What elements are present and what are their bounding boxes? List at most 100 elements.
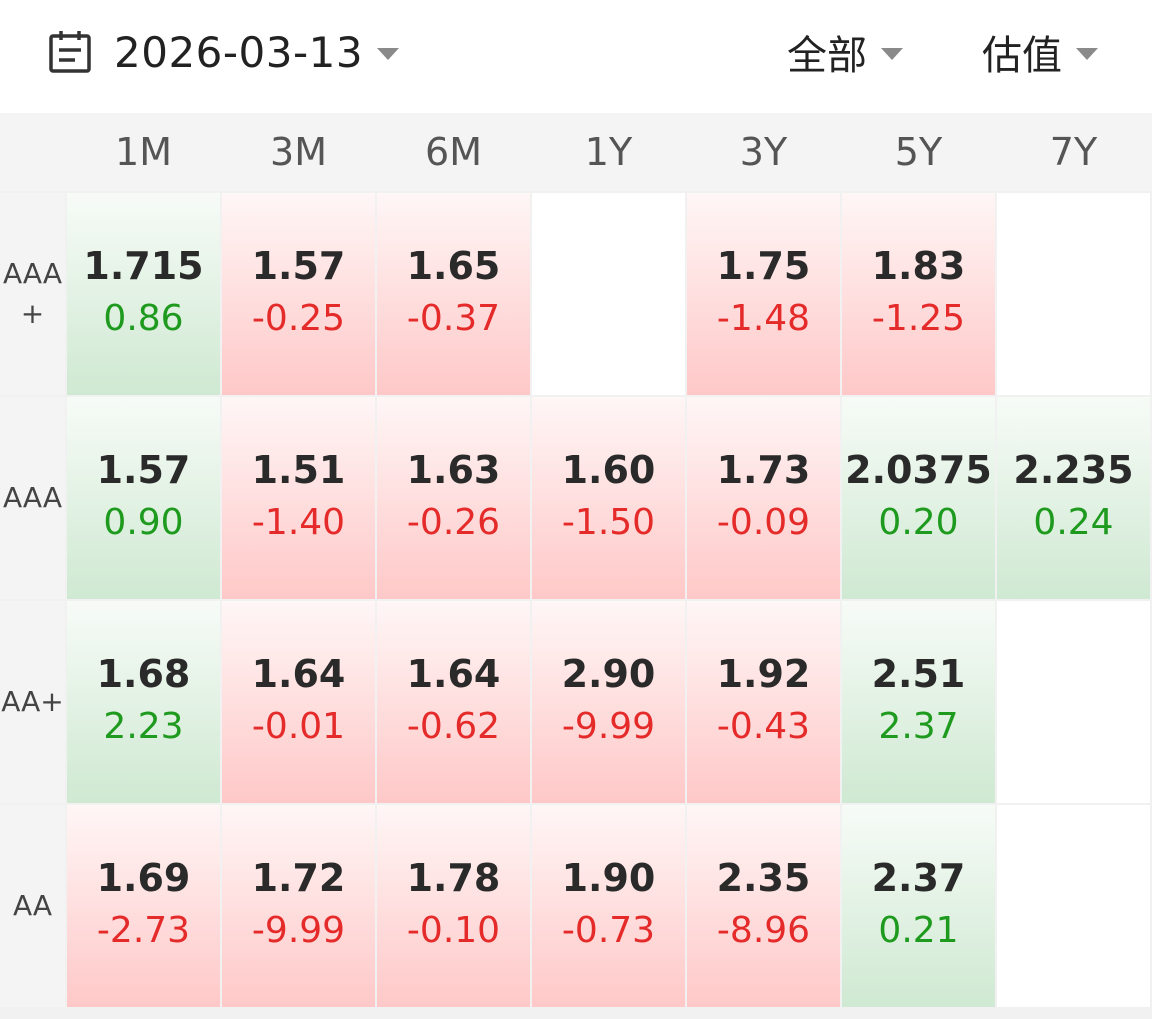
yield-value: 2.235 bbox=[1013, 448, 1134, 492]
yield-cell[interactable]: 2.235 0.24 bbox=[997, 397, 1150, 599]
yield-value: 1.60 bbox=[561, 448, 656, 492]
yield-cell[interactable]: 2.35 -8.96 bbox=[687, 805, 840, 1007]
yield-cell[interactable]: 2.90 -9.99 bbox=[532, 601, 685, 803]
column-header-3y: 3Y bbox=[687, 115, 840, 189]
row-label: AAA bbox=[0, 397, 65, 599]
yield-cell[interactable]: 1.57 -0.25 bbox=[222, 193, 375, 395]
column-header-5y: 5Y bbox=[842, 115, 995, 189]
row-label-text: + bbox=[20, 297, 45, 330]
change-value: -1.25 bbox=[871, 298, 966, 339]
change-value: -1.50 bbox=[561, 502, 656, 543]
yield-cell[interactable]: 1.65 -0.37 bbox=[377, 193, 530, 395]
toolbar: 2026-03-13 全部 估值 bbox=[0, 0, 1152, 112]
yield-cell[interactable]: 1.75 -1.48 bbox=[687, 193, 840, 395]
change-value: -0.25 bbox=[251, 298, 346, 339]
yield-value: 2.35 bbox=[716, 856, 811, 900]
type-filter-caret-icon bbox=[881, 48, 903, 60]
yield-value: 1.715 bbox=[83, 244, 204, 288]
change-value: -9.99 bbox=[561, 706, 656, 747]
yield-cell[interactable]: 1.72 -9.99 bbox=[222, 805, 375, 1007]
yield-value: 1.72 bbox=[251, 856, 346, 900]
yield-cell[interactable]: 2.51 2.37 bbox=[842, 601, 995, 803]
yield-cell[interactable]: 1.73 -0.09 bbox=[687, 397, 840, 599]
yield-cell[interactable]: 1.68 2.23 bbox=[67, 601, 220, 803]
change-value: -0.43 bbox=[716, 706, 811, 747]
column-header-1m: 1M bbox=[67, 115, 220, 189]
yield-cell[interactable]: 1.63 -0.26 bbox=[377, 397, 530, 599]
yield-cell[interactable]: 1.92 -0.43 bbox=[687, 601, 840, 803]
yield-value: 2.0375 bbox=[845, 448, 992, 492]
change-value: -0.10 bbox=[406, 910, 501, 951]
yield-value: 1.90 bbox=[561, 856, 656, 900]
change-value: 0.20 bbox=[878, 502, 959, 543]
change-value: -2.73 bbox=[96, 910, 191, 951]
yield-cell[interactable]: 1.64 -0.01 bbox=[222, 601, 375, 803]
yield-cell[interactable]: 1.69 -2.73 bbox=[67, 805, 220, 1007]
yield-value: 1.92 bbox=[716, 652, 811, 696]
change-value: -8.96 bbox=[716, 910, 811, 951]
type-filter-label: 全部 bbox=[787, 33, 867, 79]
yield-value: 2.37 bbox=[871, 856, 966, 900]
change-value: -0.37 bbox=[406, 298, 501, 339]
change-value: 2.23 bbox=[103, 706, 184, 747]
change-value: 2.37 bbox=[878, 706, 959, 747]
metric-filter-dropdown[interactable]: 估值 bbox=[982, 24, 1098, 80]
yield-value: 1.57 bbox=[251, 244, 346, 288]
yield-value: 1.51 bbox=[251, 448, 346, 492]
yield-grid: 1M 3M 6M 1Y 3Y 5Y 7Y AAA +1.715 0.86 1.57 -0.25 1.6… bbox=[0, 113, 1152, 1019]
yield-value: 1.64 bbox=[406, 652, 501, 696]
column-header-1y: 1Y bbox=[532, 115, 685, 189]
yield-value: 1.57 bbox=[96, 448, 191, 492]
yield-cell[interactable]: 2.0375 0.20 bbox=[842, 397, 995, 599]
date-dropdown-caret-icon bbox=[377, 48, 400, 60]
empty-cell bbox=[997, 601, 1150, 803]
yield-cell[interactable]: 1.715 0.86 bbox=[67, 193, 220, 395]
row-label: AAA + bbox=[0, 193, 65, 395]
yield-cell[interactable]: 1.83 -1.25 bbox=[842, 193, 995, 395]
change-value: -0.26 bbox=[406, 502, 501, 543]
yield-value: 1.73 bbox=[716, 448, 811, 492]
yield-value: 1.78 bbox=[406, 856, 501, 900]
row-label-text: AA+ bbox=[1, 685, 64, 718]
change-value: -0.01 bbox=[251, 706, 346, 747]
tenor-header-row: 1M 3M 6M 1Y 3Y 5Y 7Y bbox=[0, 113, 1152, 191]
yield-value: 2.90 bbox=[561, 652, 656, 696]
yield-cell[interactable]: 1.64 -0.62 bbox=[377, 601, 530, 803]
yield-value: 1.83 bbox=[871, 244, 966, 288]
yield-value: 1.64 bbox=[251, 652, 346, 696]
row-label-text: AAA bbox=[2, 257, 63, 290]
yield-cell[interactable]: 2.37 0.21 bbox=[842, 805, 995, 1007]
change-value: -0.73 bbox=[561, 910, 656, 951]
type-filter-dropdown[interactable]: 全部 bbox=[787, 24, 903, 80]
change-value: -1.48 bbox=[716, 298, 811, 339]
metric-filter-label: 估值 bbox=[982, 33, 1062, 79]
yield-cell[interactable]: 1.60 -1.50 bbox=[532, 397, 685, 599]
change-value: 0.21 bbox=[878, 910, 959, 951]
yield-cell[interactable]: 1.90 -0.73 bbox=[532, 805, 685, 1007]
yield-cell[interactable]: 1.57 0.90 bbox=[67, 397, 220, 599]
empty-cell bbox=[997, 193, 1150, 395]
row-label: AA+ bbox=[0, 601, 65, 803]
change-value: -1.40 bbox=[251, 502, 346, 543]
empty-cell bbox=[997, 805, 1150, 1007]
change-value: -0.62 bbox=[406, 706, 501, 747]
yield-cell[interactable]: 1.51 -1.40 bbox=[222, 397, 375, 599]
date-value: 2026-03-13 bbox=[114, 27, 364, 77]
column-header-7y: 7Y bbox=[997, 115, 1150, 189]
change-value: 0.90 bbox=[103, 502, 184, 543]
empty-cell bbox=[532, 193, 685, 395]
yield-value: 1.65 bbox=[406, 244, 501, 288]
yield-value: 1.63 bbox=[406, 448, 501, 492]
row-label: AA bbox=[0, 805, 65, 1007]
yield-value: 1.68 bbox=[96, 652, 191, 696]
column-header-6m: 6M bbox=[377, 115, 530, 189]
change-value: 0.24 bbox=[1033, 502, 1114, 543]
date-picker[interactable]: 2026-03-13 bbox=[48, 24, 400, 80]
row-label-text: AA bbox=[12, 889, 53, 922]
yield-cell[interactable]: 1.78 -0.10 bbox=[377, 805, 530, 1007]
calendar-icon bbox=[49, 31, 91, 73]
yield-value: 1.75 bbox=[716, 244, 811, 288]
change-value: 0.86 bbox=[103, 298, 184, 339]
change-value: -9.99 bbox=[251, 910, 346, 951]
row-label-text: AAA bbox=[2, 481, 63, 514]
